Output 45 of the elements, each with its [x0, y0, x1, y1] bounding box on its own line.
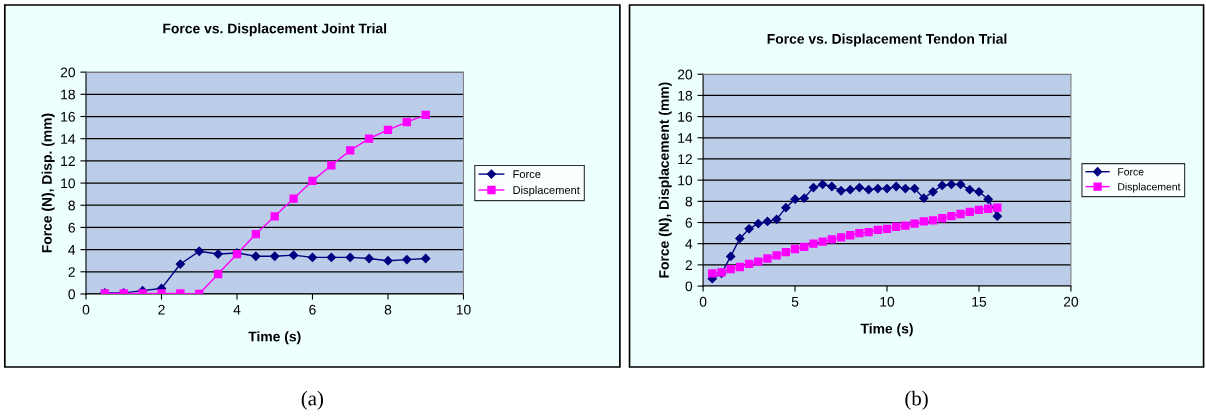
x-tick-label: 15 — [972, 296, 987, 307]
y-tick-label: 16 — [678, 111, 693, 122]
text: (b) — [905, 390, 928, 410]
x-tick-label: 20 — [1063, 296, 1079, 307]
y-tick-label: 4 — [685, 239, 693, 249]
y-tick-label: 12 — [61, 156, 75, 166]
x-tick-label: 0 — [699, 296, 707, 307]
y-tick-label: 2 — [68, 267, 75, 277]
y-tick-label: 2 — [685, 260, 692, 270]
legend-label: Displacement — [1118, 182, 1181, 193]
y-tick-label: 8 — [68, 200, 75, 211]
y-axis-title: Force (N), Disp. (mm) — [41, 113, 55, 253]
y-tick-label: 18 — [678, 90, 693, 101]
y-tick-label: 12 — [678, 154, 692, 164]
y-tick-label: 18 — [61, 89, 75, 100]
x-tick-label: 10 — [880, 296, 895, 307]
y-tick-label: 20 — [677, 69, 693, 80]
legend-label: Force — [513, 170, 541, 179]
legend-label: Displacement — [513, 185, 580, 197]
y-tick-label: 14 — [678, 133, 693, 143]
x-tick-label: 8 — [384, 304, 392, 315]
x-tick-label: 10 — [456, 304, 471, 315]
y-tick-label: 8 — [685, 196, 693, 207]
y-tick-label: 20 — [60, 67, 76, 78]
y-tick-label: 10 — [61, 178, 76, 189]
y-tick-label: 6 — [68, 222, 75, 233]
y-tick-label: 14 — [61, 134, 76, 144]
y-tick-label: 10 — [678, 175, 693, 186]
x-tick-label: 6 — [309, 304, 316, 315]
x-axis-title: Time (s) — [248, 331, 301, 345]
x-tick-label: 2 — [158, 304, 165, 315]
y-tick-label: 16 — [61, 111, 75, 122]
x-axis-title: Time (s) — [860, 323, 913, 337]
y-tick-label: 0 — [68, 289, 76, 300]
legend-label: Force — [1118, 168, 1144, 176]
y-tick-label: 6 — [685, 217, 693, 228]
x-tick-label: 5 — [791, 296, 799, 307]
chart-title: Force vs. Displacement Tendon Trial — [767, 33, 1007, 47]
chart-title: Force vs. Displacement Joint Trial — [163, 23, 387, 37]
x-tick-label: 4 — [233, 304, 241, 315]
y-axis-title: Force (N), Displacement (mm) — [658, 82, 672, 278]
x-tick-label: 0 — [82, 304, 90, 315]
y-tick-label: 4 — [68, 245, 76, 255]
text: (a) — [301, 390, 323, 410]
y-tick-label: 0 — [685, 281, 693, 292]
